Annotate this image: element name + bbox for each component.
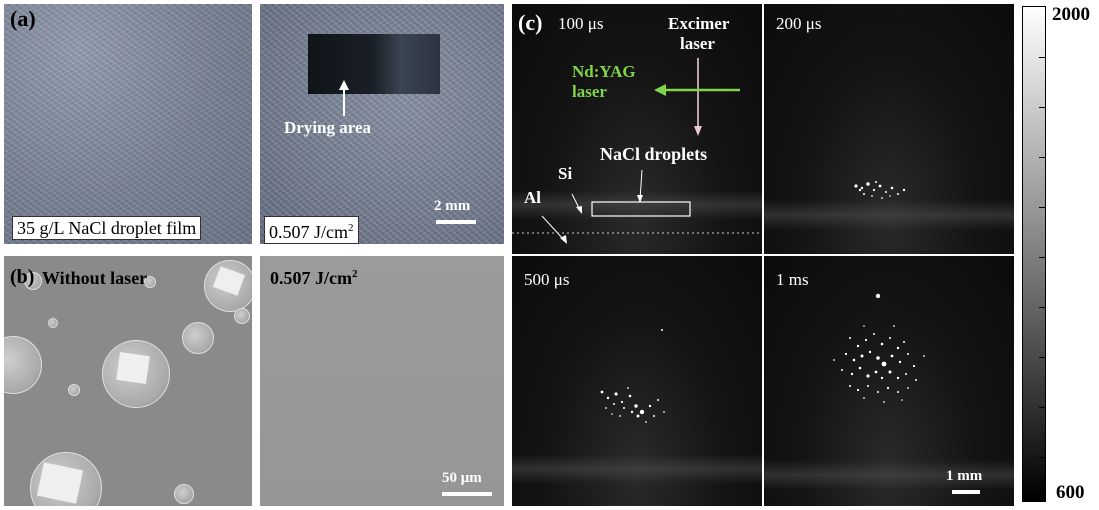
panel-a-droplet-film-photo: (a) 35 g/L NaCl droplet film [4,4,252,244]
fluence-title-b: 0.507 J/cm2 [270,268,358,288]
salt-droplet [174,484,194,504]
intensity-colorbar [1022,6,1046,502]
frame-200us: 200 μs [764,4,1014,254]
particle-cloud [600,329,665,423]
salt-crystal [116,352,150,384]
frame-1ms: 1 ms 1 mm [764,256,1014,506]
salt-droplet [182,322,214,354]
colorbar-min-label: 600 [1056,482,1085,503]
si-label: Si [558,164,573,183]
panel-b-irradiated-sem: 0.507 J/cm2 50 μm [260,256,504,506]
panel-a-label: (a) [10,6,36,31]
drying-area-region [308,34,440,94]
frame-time-label: 500 μs [524,270,570,289]
frame-500us: 500 μs [512,256,762,506]
salt-droplet [68,384,80,396]
scale-bar-label-b: 50 μm [442,470,482,486]
salt-droplet [144,276,156,288]
laser-schematic [512,58,762,244]
particle-cloud [854,181,906,199]
frame-time-label: 100 μs [558,14,604,33]
salt-droplet [48,318,58,328]
al-label: Al [524,188,541,207]
nacl-droplet-box [591,201,691,217]
salt-droplet [24,272,42,290]
scale-bar-label-c: 1 mm [946,468,983,484]
frame-time-label: 200 μs [776,14,822,33]
ndyag-label-line1: Nd:YAG [572,62,636,81]
salt-droplet [4,336,42,394]
panel-b-without-laser-sem: (b) Without laser [4,256,252,506]
excimer-label-line2: laser [680,34,715,53]
without-laser-title: Without laser [42,268,148,288]
panel-c-label: (c) [518,10,543,35]
frame-100us: (c) 100 μs Excimer laser Nd:YAG laser Na… [512,4,762,254]
fluence-caption-a: 0.507 J/cm2 [264,216,359,244]
excimer-label-line1: Excimer [668,14,730,33]
panel-a-irradiated-photo: Drying area 2 mm 0.507 J/cm2 [260,4,504,244]
droplet-film-caption: 35 g/L NaCl droplet film [12,216,202,240]
drying-area-label: Drying area [284,118,372,137]
nacl-droplets-label: NaCl droplets [600,144,708,164]
frame-time-label: 1 ms [776,270,809,289]
drying-area-arrow [339,80,476,224]
particle-cloud [833,293,980,494]
scale-bar-label-a: 2 mm [434,198,471,214]
panel-b-label: (b) [10,266,35,288]
colorbar-max-label: 2000 [1052,4,1090,25]
salt-droplet [234,308,250,324]
ndyag-label-line2: laser [572,82,607,101]
